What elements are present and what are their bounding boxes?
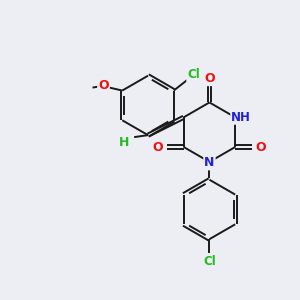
Text: O: O: [256, 140, 266, 154]
Text: O: O: [153, 140, 163, 154]
Text: N: N: [204, 156, 214, 170]
Text: Cl: Cl: [203, 256, 216, 268]
Text: O: O: [204, 72, 215, 85]
Text: H: H: [119, 136, 129, 148]
Text: NH: NH: [231, 111, 251, 124]
Text: O: O: [98, 79, 109, 92]
Text: Cl: Cl: [187, 68, 200, 81]
